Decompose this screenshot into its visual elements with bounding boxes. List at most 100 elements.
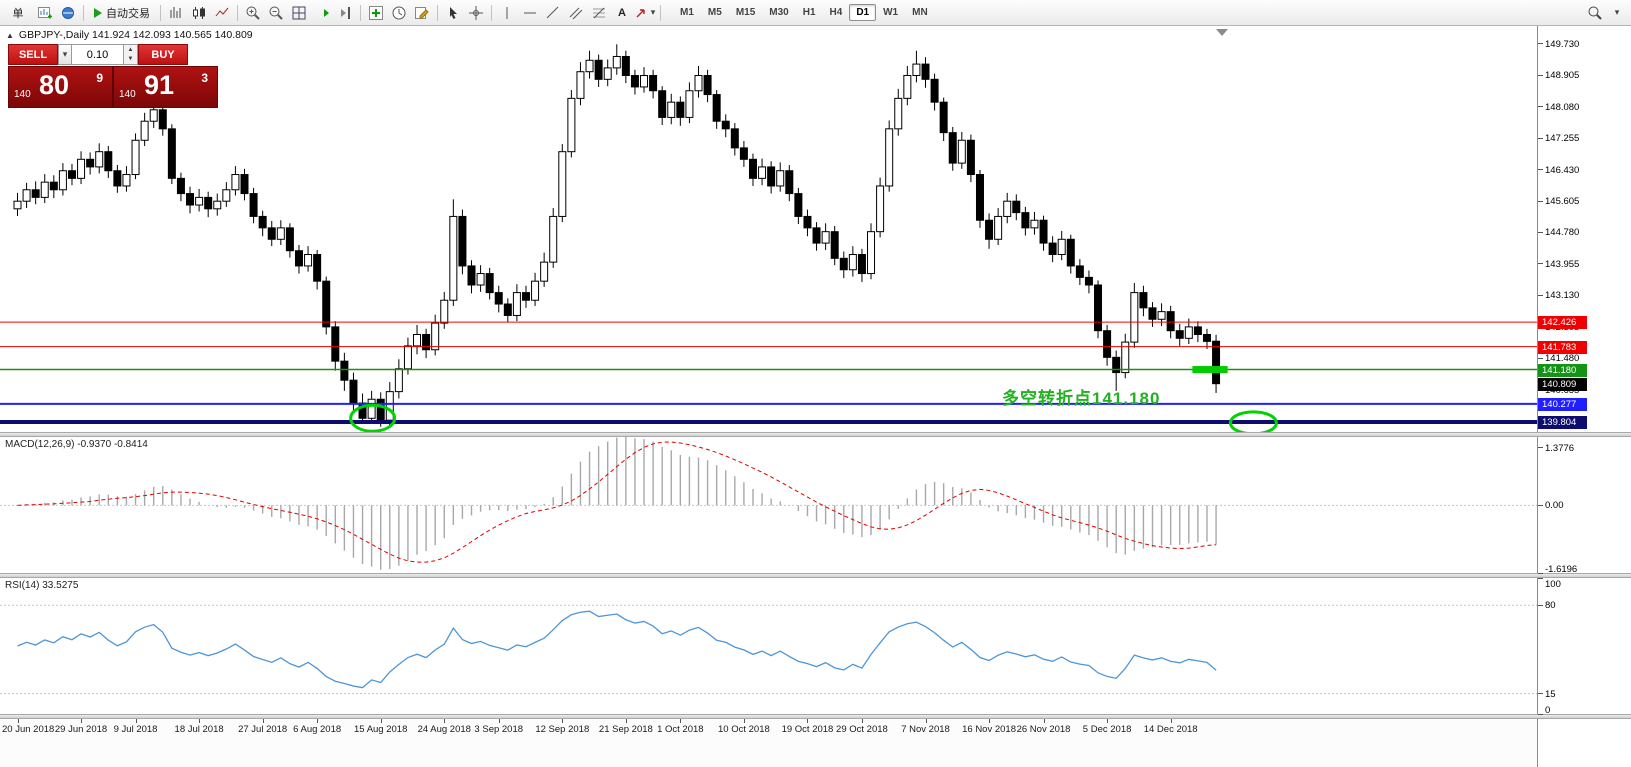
time-axis-label: 26 Nov 2018 <box>1016 724 1071 735</box>
rsi-indicator-label: RSI(14) 33.5275 <box>5 580 79 591</box>
time-axis-label: 19 Oct 2018 <box>781 724 834 735</box>
horizontal-line-tool-icon[interactable] <box>519 3 541 23</box>
timeframe-button-M30[interactable]: M30 <box>769 7 789 18</box>
price-scale-label: 149.730 <box>1545 38 1580 50</box>
search-icon[interactable] <box>1584 3 1606 23</box>
timeframe-button-D1[interactable]: D1 <box>849 4 877 21</box>
channel-tool-icon[interactable] <box>565 3 587 23</box>
crosshair-tool-icon[interactable] <box>465 3 487 23</box>
sell-price-pips: 80 <box>39 70 70 100</box>
one-click-toggle-icon[interactable] <box>6 29 14 41</box>
sell-button[interactable]: SELL <box>8 44 58 65</box>
price-scale-label: 143.955 <box>1545 258 1580 270</box>
arrows-tool-icon[interactable] <box>634 3 656 23</box>
auto-scroll-icon[interactable] <box>311 3 333 23</box>
time-axis-label: 18 Jul 2018 <box>174 724 224 735</box>
toolbar-separator <box>437 4 438 21</box>
pane-separator[interactable] <box>0 573 1631 578</box>
arrows-tool-caret-icon <box>651 7 656 18</box>
price-scale-label: 141.480 <box>1545 353 1580 365</box>
timeframe-button-M5[interactable]: M5 <box>707 7 722 18</box>
price-scale-tick <box>1538 106 1543 108</box>
timeframe-button-W1[interactable]: W1 <box>883 7 899 18</box>
timeframe-button-H4[interactable]: H4 <box>829 7 843 18</box>
new-order-button[interactable]: 单 <box>3 3 33 23</box>
tile-windows-icon[interactable] <box>288 3 310 23</box>
timeframe-button-H1[interactable]: H1 <box>802 7 816 18</box>
chart-window: 20 Jun 2018 29 Jun 2018 9 Jul 2018 18 Jul 2… <box>0 26 1631 767</box>
macd-scale-tick <box>1538 447 1543 449</box>
rsi-pane[interactable] <box>0 578 1537 714</box>
price-tag-141.180: 141.180 <box>1538 363 1587 377</box>
rsi-scale-label: 0 <box>1545 705 1551 716</box>
price-scale-label: 147.255 <box>1545 133 1580 145</box>
vertical-line-tool-icon[interactable] <box>496 3 518 23</box>
rsi-scale-label: 15 <box>1545 688 1556 700</box>
time-axis-tick <box>199 719 201 723</box>
time-axis-label: 9 Jul 2018 <box>113 724 158 735</box>
price-tag-142.426: 142.426 <box>1538 316 1587 330</box>
bar-chart-type-icon[interactable] <box>165 3 187 23</box>
time-axis-tick <box>925 719 927 723</box>
time-axis-label: 5 Dec 2018 <box>1082 724 1132 735</box>
line-chart-type-icon[interactable] <box>211 3 233 23</box>
periods-clock-icon[interactable] <box>388 3 410 23</box>
rsi-scale-tick <box>1538 693 1543 695</box>
autotrading-button[interactable]: 自动交易 <box>88 3 156 23</box>
buy-price-point: 3 <box>201 71 208 85</box>
trendline-tool-icon[interactable] <box>542 3 564 23</box>
main-price-pane[interactable] <box>0 26 1537 432</box>
timeframe-button-MN[interactable]: MN <box>912 7 928 18</box>
lot-size-input[interactable] <box>72 44 124 65</box>
templates-icon[interactable] <box>411 3 433 23</box>
rsi-scale-tick <box>1538 577 1543 579</box>
time-axis[interactable]: 20 Jun 2018 29 Jun 2018 9 Jul 2018 18 Jul 2… <box>0 719 1537 767</box>
rsi-scale-label: 100 <box>1545 579 1561 590</box>
lot-up-icon[interactable]: ▲ <box>127 46 134 53</box>
price-tag-140.277: 140.277 <box>1538 397 1587 411</box>
profiles-icon[interactable] <box>57 3 79 23</box>
sell-price-display[interactable]: 140 80 9 <box>9 67 112 107</box>
price-scale-tick <box>1538 169 1543 171</box>
price-scale-label: 148.080 <box>1545 101 1580 113</box>
price-tag-141.783: 141.783 <box>1538 340 1587 354</box>
time-axis-tick <box>807 719 809 723</box>
order-type-dropdown[interactable] <box>58 44 72 65</box>
buy-price-display[interactable]: 140 91 3 <box>112 67 217 107</box>
one-click-trading-panel: SELL ▲▼ BUY 140 80 9 140 91 3 <box>8 44 218 108</box>
toolbar-overflow-caret[interactable] <box>1606 3 1628 23</box>
timeframe-button-M1[interactable]: M1 <box>680 7 694 18</box>
indicators-add-icon[interactable] <box>365 3 387 23</box>
pane-separator[interactable] <box>0 714 1631 719</box>
text-tool-icon[interactable] <box>611 3 633 23</box>
new-chart-icon[interactable] <box>34 3 56 23</box>
fibonacci-tool-icon[interactable] <box>588 3 610 23</box>
buy-price-pips: 91 <box>144 70 175 100</box>
time-axis-label: 1 Oct 2018 <box>657 724 704 735</box>
time-axis-tick <box>444 719 446 723</box>
chart-symbol-label: GBPJPY-,Daily 141.924 142.093 140.565 14… <box>6 29 253 41</box>
cursor-tool-icon[interactable] <box>442 3 464 23</box>
buy-button[interactable]: BUY <box>138 44 188 65</box>
macd-indicator-label: MACD(12,26,9) -0.9370 -0.8414 <box>5 439 148 450</box>
time-axis-label: 7 Nov 2018 <box>901 724 950 735</box>
time-axis-label: 10 Oct 2018 <box>718 724 770 735</box>
macd-scale-label: 0.00 <box>1545 500 1564 512</box>
autotrading-label: 自动交易 <box>106 7 150 20</box>
pane-separator[interactable] <box>0 432 1631 437</box>
lot-size-stepper[interactable]: ▲ ▼ <box>124 44 138 65</box>
price-scale-tick <box>1538 357 1543 359</box>
zoom-out-icon[interactable] <box>265 3 287 23</box>
timeframe-toolbar: M1 M5 M15 M30 H1 H4 D1 W1 MN <box>673 4 935 21</box>
price-scale[interactable] <box>1537 26 1631 767</box>
time-axis-tick <box>17 719 19 723</box>
zoom-in-icon[interactable] <box>242 3 264 23</box>
price-scale-tick <box>1538 137 1543 139</box>
macd-pane[interactable] <box>0 437 1537 573</box>
timeframe-button-M15[interactable]: M15 <box>735 7 756 18</box>
chart-shift-icon[interactable] <box>334 3 356 23</box>
candlestick-chart-type-icon[interactable] <box>188 3 210 23</box>
price-scale-tick <box>1538 263 1543 265</box>
time-axis-tick <box>135 719 137 723</box>
lot-down-icon[interactable]: ▼ <box>127 56 134 63</box>
